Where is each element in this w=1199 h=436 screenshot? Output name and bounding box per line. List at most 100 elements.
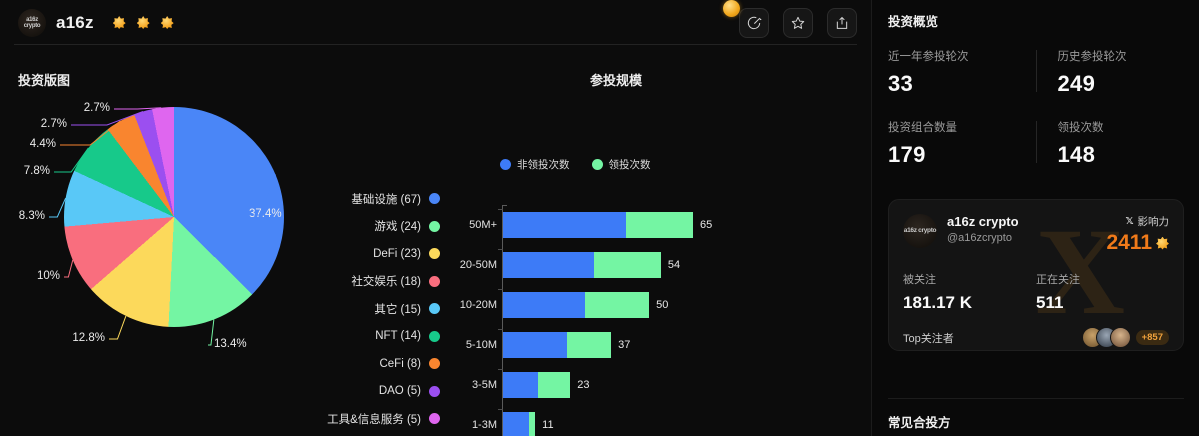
pie-legend-item[interactable]: 社交娱乐 (18) [275,268,440,296]
bar-category-label: 1-3M [471,419,497,431]
x-followers-label: 被关注 [903,274,936,286]
x-card-avatar: a16z crypto [903,214,937,248]
bar-segment-non-lead [503,212,626,238]
pie-legend-label: 游戏 (24) [374,221,421,234]
bar-section-title: 参投规模 [590,73,643,88]
share-icon[interactable] [827,7,857,38]
avatar [1109,327,1131,348]
a16z-logo-icon: a16z crypto [18,8,46,37]
top-actions [723,0,857,38]
axis-tick [498,329,503,330]
co-investors-title: 常见合投方 [888,398,1182,431]
x-influence: 𝕏 影响力 2411 [1106,214,1169,255]
bar-legend-item[interactable]: 非领投次数 [500,157,570,172]
stat-label: 投资组合数量 [888,122,957,134]
x-following: 正在关注 511 [1036,271,1169,313]
stat-label: 历史参投轮次 [1057,51,1127,63]
pie-slice-label: 2.7% [83,102,110,114]
axis-tick [498,289,503,290]
pie-slice-label: 13.4% [214,338,247,350]
medal-icon-small [1156,236,1169,250]
pie-section-title: 投资版图 [18,73,71,88]
pie-legend-color-dot [429,220,440,232]
x-top-followers-label: Top关注者 [903,332,954,345]
x-influence-label-row: 𝕏 影响力 [1106,214,1169,229]
pie-legend-color-dot [429,303,440,315]
stat-label: 领投次数 [1057,122,1104,134]
bar-segment-lead [529,412,536,436]
bar-segment-non-lead [503,252,594,278]
sidebar: 投资概览 近一年参投轮次 33 历史参投轮次 249 投资组合数量 179 领投次数 … [871,0,1199,436]
pie-legend-label: 工具&信息服务 (5) [327,413,421,426]
bar-stack[interactable] [503,212,693,238]
x-influence-value-row: 2411 [1106,231,1169,255]
avatar-stack[interactable]: +857 [1081,327,1169,348]
stat-item: 历史参投轮次 249 [1035,48,1184,97]
pie-legend-item[interactable]: NFT (14) [275,323,440,351]
brand[interactable]: a16z crypto a16z [18,8,174,37]
coin-badge-icon [723,0,740,17]
bar-total-label: 37 [618,339,631,351]
stat-value: 249 [1057,71,1096,96]
x-card-name: a16z crypto [947,214,1019,229]
pie-legend-color-dot [429,193,440,205]
pie-slice-label: 4.4% [29,138,56,150]
x-profile-card[interactable]: X a16z crypto a16z crypto @a16zcrypto 𝕏 … [888,199,1184,351]
pie-legend-item[interactable]: DeFi (23) [275,240,440,268]
bar-stack[interactable] [503,292,650,318]
bar-row: 10-20M 50 [440,285,871,325]
bar-stack[interactable] [503,412,536,436]
medal-icon-1 [112,16,126,29]
more-followers-badge[interactable]: +857 [1135,330,1169,345]
pie-legend-label: DeFi (23) [373,247,421,260]
pie-legend: 基础设施 (67) 游戏 (24) DeFi (23) 社交娱乐 (18) 其它… [275,185,440,433]
pie-legend-item[interactable]: CeFi (8) [275,350,440,378]
stat-value: 179 [888,142,926,167]
page-title: a16z [56,12,94,32]
bar-stack[interactable] [503,252,661,278]
bar-category-label: 5-10M [465,339,497,351]
bar-segment-non-lead [503,292,585,318]
bar-total-label: 65 [700,219,713,231]
bar-row: 20-50M 54 [440,245,871,285]
edit-icon[interactable] [739,7,769,38]
bar-row: 1-3M 11 [440,405,871,436]
bar-total-label: 11 [542,419,554,431]
pie-legend-item[interactable]: DAO (5) [275,378,440,406]
x-followers: 被关注 181.17 K [903,271,1036,313]
x-top-followers: Top关注者 +857 [889,313,1183,348]
sidebar-title: 投资概览 [888,15,939,29]
x-card-header: a16z crypto a16z crypto @a16zcrypto 𝕏 影响… [889,200,1183,255]
axis-cap-top [502,205,507,206]
bar-row: 5-10M 37 [440,325,871,365]
bar-segment-non-lead [503,332,568,358]
pie-legend-item[interactable]: 工具&信息服务 (5) [275,405,440,433]
bar-chart-pane: 参投规模 非领投次数 领投次数 50M+ 65 20-50M [440,45,871,436]
stat-value: 33 [888,71,914,96]
bar-legend-item[interactable]: 领投次数 [591,157,651,172]
pie-legend-item[interactable]: 其它 (15) [275,295,440,323]
medal-icon-2 [136,16,150,29]
pie-slice-label: 2.7% [40,118,67,130]
pie-legend-color-dot [429,248,440,260]
stat-item: 近一年参投轮次 33 [888,48,1036,97]
pie-legend-color-dot [429,330,440,342]
bar-category-label: 10-20M [459,299,497,311]
bar-segment-lead [625,212,693,238]
bar-segment-lead [593,252,661,278]
bar-category-label: 3-5M [471,379,497,391]
bar-category-label: 50M+ [469,219,497,231]
bar-stack[interactable] [503,372,571,398]
bar-category-label: 20-50M [459,259,497,271]
pie-legend-item[interactable]: 游戏 (24) [275,213,440,241]
pie-legend-color-dot [429,413,440,425]
bar-segment-non-lead [503,412,530,436]
star-icon[interactable] [783,7,813,38]
pie-legend-item[interactable]: 基础设施 (67) [275,185,440,213]
x-following-value: 511 [1036,293,1064,312]
bar-legend-label: 领投次数 [608,159,651,171]
bar-stack[interactable] [503,332,612,358]
pie-legend-label: NFT (14) [375,330,421,343]
x-card-handle: @a16zcrypto [947,232,1012,244]
